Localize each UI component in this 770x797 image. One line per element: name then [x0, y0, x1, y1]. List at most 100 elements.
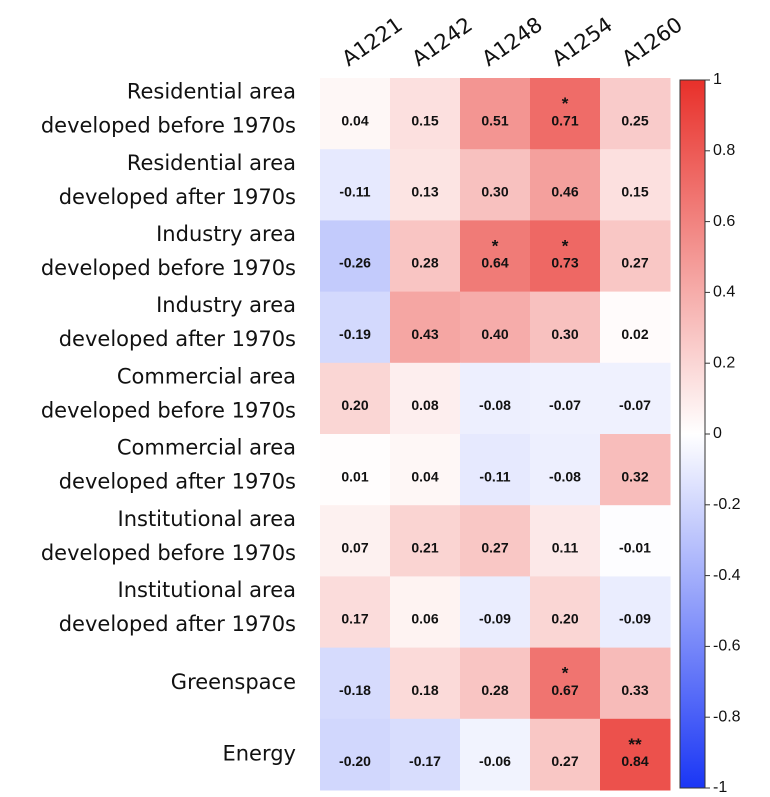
significance-label: ** [628, 735, 642, 754]
colorbar-tick-label: -0.6 [713, 638, 741, 655]
significance-label: * [562, 664, 569, 683]
cell-label: -0.01 [619, 540, 651, 556]
column-label: A1221 [338, 12, 407, 71]
heatmap-cell [320, 220, 391, 293]
row-label: Greenspace [171, 670, 296, 694]
row-label: Institutional area [118, 507, 297, 531]
row-label: developed before 1970s [41, 541, 296, 565]
cell-label: -0.07 [549, 397, 581, 413]
row-label: Institutional area [118, 578, 297, 602]
row-label: developed after 1970s [59, 470, 296, 494]
heatmap-cell [320, 505, 391, 577]
row-label: Commercial area [117, 364, 296, 388]
row-label: Residential area [127, 151, 296, 175]
heatmap-cell [460, 576, 531, 649]
cell-label: 0.15 [621, 184, 648, 200]
cell-label: 0.32 [621, 468, 648, 484]
cell-label: 0.28 [481, 682, 508, 698]
cell-label: 0.84 [621, 753, 648, 769]
cell-label: 0.06 [411, 611, 438, 627]
heatmap-cell [320, 576, 391, 649]
heatmap-cell [390, 362, 461, 435]
cell-label: 0.11 [552, 540, 579, 556]
colorbar-tick-label: 1 [713, 71, 722, 88]
heatmap-cell [390, 434, 461, 506]
cell-label: -0.09 [479, 611, 511, 627]
row-label: Industry area [156, 293, 296, 317]
heatmap-cell [460, 291, 531, 364]
heatmap-cell [530, 718, 601, 791]
heatmap-cell [460, 505, 531, 577]
heatmap-cell [530, 78, 601, 150]
cell-label: -0.07 [619, 397, 651, 413]
cell-label: 0.01 [341, 468, 368, 484]
heatmap-cell [390, 505, 461, 577]
heatmap-cell [600, 505, 671, 577]
heatmap-cell [530, 149, 601, 221]
cell-label: 0.20 [341, 397, 368, 413]
heatmap-cell [600, 362, 671, 435]
heatmap-cell [460, 647, 531, 720]
cell-label: 0.20 [551, 611, 578, 627]
heatmap-cell [530, 576, 601, 649]
heatmap-cell [390, 149, 461, 221]
heatmap-cell [530, 434, 601, 506]
heatmap-cell [390, 78, 461, 150]
row-label: developed after 1970s [59, 612, 296, 636]
cell-label: 0.08 [411, 397, 438, 413]
heatmap-cell [390, 291, 461, 364]
heatmap-cell [600, 576, 671, 649]
heatmap-cell [460, 78, 531, 150]
row-label: developed before 1970s [41, 114, 296, 138]
colorbar-tick-label: 0.6 [713, 213, 735, 230]
cell-label: -0.06 [479, 753, 511, 769]
cell-label: 0.18 [411, 682, 438, 698]
row-label: developed after 1970s [59, 185, 296, 209]
cell-label: 0.33 [621, 682, 648, 698]
colorbar-tick-label: 0 [713, 425, 722, 442]
colorbar-tick-label: -0.2 [713, 496, 741, 513]
heatmap-cell [320, 647, 391, 720]
row-label: Energy [222, 741, 296, 765]
cell-label: 0.30 [481, 184, 508, 200]
cell-label: 0.28 [411, 255, 438, 271]
cell-label: 0.25 [621, 112, 648, 128]
heatmap-cell [530, 362, 601, 435]
colorbar-tick-label: 0.8 [713, 142, 735, 159]
cell-label: 0.27 [551, 753, 578, 769]
heatmap-cell [600, 647, 671, 720]
significance-label: * [492, 236, 499, 255]
heatmap-cell [320, 291, 391, 364]
heatmap-cell [320, 78, 391, 150]
cell-label: 0.46 [551, 184, 578, 200]
heatmap-cell [460, 220, 531, 293]
heatmap-cell [320, 718, 391, 791]
row-label: developed before 1970s [41, 398, 296, 422]
heatmap-cell [530, 647, 601, 720]
cell-label: 0.30 [551, 326, 578, 342]
column-label: A1242 [408, 12, 477, 71]
cell-label: 0.13 [411, 184, 438, 200]
cell-label: 0.67 [551, 682, 578, 698]
heatmap-cell [600, 718, 671, 791]
row-label: Residential area [127, 80, 296, 104]
column-label: A1260 [618, 12, 687, 71]
heatmap-cell [530, 291, 601, 364]
cell-label: -0.09 [619, 611, 651, 627]
colorbar [679, 79, 706, 789]
cell-label: 0.43 [411, 326, 438, 342]
cell-label: 0.40 [481, 326, 508, 342]
cell-label: 0.73 [551, 255, 578, 271]
cell-label: 0.04 [411, 468, 438, 484]
heatmap-cell [600, 291, 671, 364]
column-label: A1254 [548, 12, 617, 71]
cell-label: -0.11 [479, 468, 510, 484]
cell-label: -0.17 [409, 753, 441, 769]
row-label: Commercial area [117, 436, 296, 460]
heatmap-cell [600, 149, 671, 221]
colorbar-tick-label: 0.2 [713, 354, 735, 371]
cell-label: 0.27 [481, 540, 508, 556]
cell-label: 0.64 [481, 255, 508, 271]
